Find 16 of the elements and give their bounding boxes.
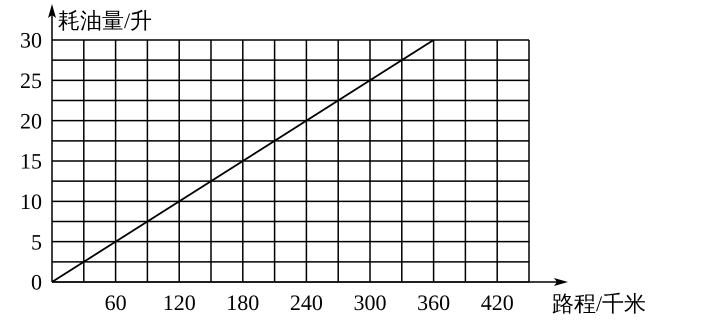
y-tick-label: 0 [31, 270, 42, 295]
y-tick-label: 30 [20, 28, 42, 53]
x-tick-label: 180 [226, 290, 260, 315]
y-tick-label: 25 [20, 68, 42, 94]
x-tick-label: 240 [290, 290, 323, 315]
x-tick-label: 120 [162, 290, 196, 315]
x-tick-label: 420 [480, 290, 514, 315]
x-tick-label: 300 [354, 290, 386, 315]
x-tick-label: 360 [417, 290, 450, 315]
x-axis-title: 路程/千米 [552, 291, 646, 316]
y-tick-label: 15 [20, 148, 42, 174]
y-tick-label: 5 [31, 229, 42, 254]
y-tick-label: 20 [20, 108, 42, 134]
x-tick-label: 60 [104, 290, 127, 315]
y-axis-title: 耗油量/升 [58, 8, 152, 33]
y-tick-label: 10 [20, 189, 42, 214]
